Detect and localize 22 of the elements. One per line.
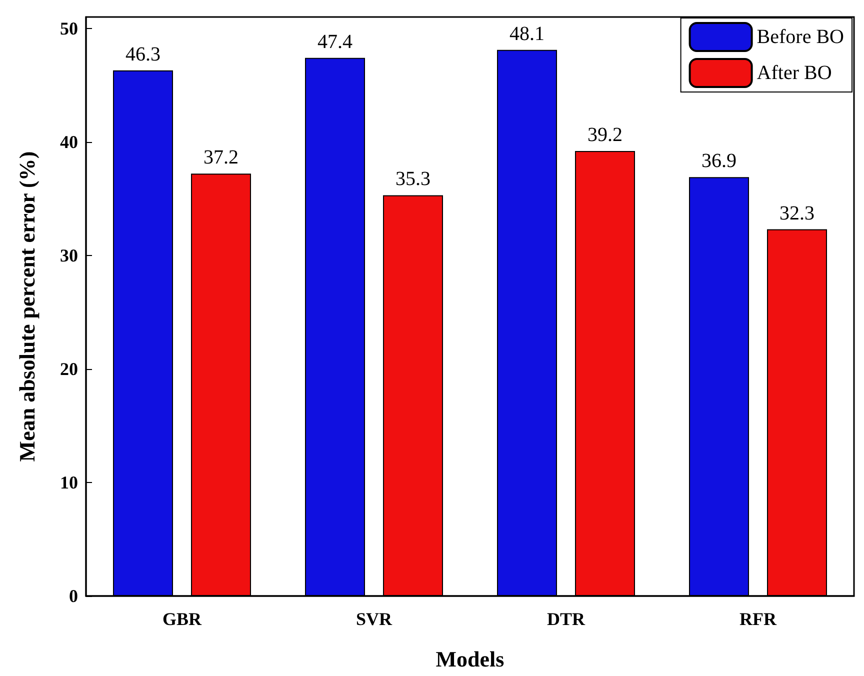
x-tick-label: SVR — [356, 609, 393, 629]
data-label: 37.2 — [204, 146, 238, 169]
y-tick-label: 30 — [60, 245, 78, 266]
legend-label: After BO — [756, 62, 832, 84]
data-label: 36.9 — [702, 150, 736, 172]
y-tick-label: 0 — [69, 586, 78, 606]
data-label: 46.3 — [126, 43, 160, 66]
x-tick-label: DTR — [546, 609, 586, 629]
data-label: 48.1 — [510, 22, 544, 45]
data-label: 39.2 — [588, 124, 622, 146]
x-tick-label: RFR — [740, 609, 778, 629]
y-tick-label: 20 — [60, 358, 78, 379]
x-axis-title: Models — [436, 646, 505, 672]
legend-label: Before BO — [756, 26, 844, 48]
data-label: 47.4 — [318, 30, 352, 53]
data-label: 35.3 — [396, 168, 430, 190]
y-tick-label: 10 — [60, 472, 78, 492]
y-tick-label: 50 — [60, 18, 78, 38]
y-axis-title: Mean absolute percent error (%) — [14, 151, 40, 462]
y-tick-label: 40 — [60, 132, 78, 152]
x-tick-label: GBR — [162, 609, 202, 629]
data-label: 32.3 — [780, 202, 814, 224]
